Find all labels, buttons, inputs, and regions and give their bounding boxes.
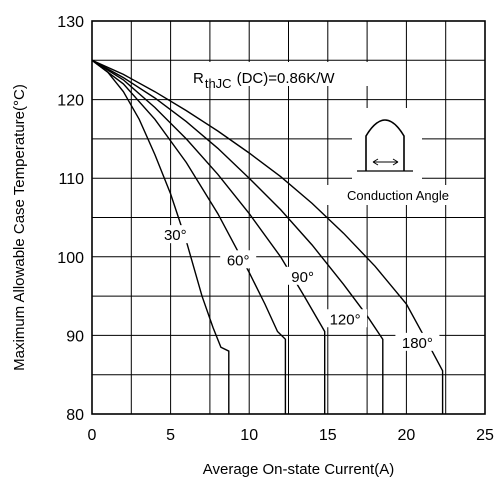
conduction-angle-label: Conduction Angle	[347, 188, 449, 203]
series-label-2: 90°	[291, 269, 314, 286]
series-line-3	[91, 59, 384, 414]
x-tick-labels: 0 5 10 15 20 25	[88, 427, 494, 444]
series-label-4: 180°	[402, 335, 433, 352]
x-tick-label: 25	[476, 427, 494, 444]
x-tick-label: 15	[319, 427, 337, 444]
series-line-0	[91, 59, 230, 414]
series-line-1	[91, 59, 287, 414]
y-axis-label: Maximum Allowable Case Temperature(°C)	[11, 84, 28, 371]
series-label-bg	[323, 309, 368, 328]
plot-frame	[91, 20, 486, 415]
rth-annotation-bg	[188, 62, 400, 86]
series-label-bg	[284, 266, 321, 285]
y-tick-labels: 80 90 100 110 120 130	[57, 14, 84, 424]
x-tick-label: 0	[88, 427, 97, 444]
y-tick-label: 80	[66, 407, 84, 424]
y-tick-label: 100	[57, 250, 84, 267]
rth-annotation: RthJC (DC)=0.86K/W	[193, 70, 335, 91]
x-tick-label: 20	[398, 427, 416, 444]
x-tick-label: 5	[166, 427, 175, 444]
conduction-angle-icon	[352, 108, 422, 188]
series-label-1: 60°	[227, 252, 250, 269]
series-label-bg	[220, 250, 257, 269]
y-tick-label: 120	[57, 93, 84, 110]
x-tick-label: 10	[240, 427, 258, 444]
y-tick-label: 110	[58, 171, 84, 188]
conduction-angle-bg	[324, 185, 472, 205]
series-label-bg	[395, 332, 440, 351]
series-label-0: 30°	[164, 227, 187, 244]
y-tick-label: 90	[66, 328, 84, 345]
x-axis-label: Average On-state Current(A)	[203, 461, 394, 478]
y-tick-label: 130	[57, 14, 84, 31]
series-line-2	[91, 59, 326, 414]
series-label-3: 120°	[330, 311, 361, 328]
series-label-bg	[157, 225, 194, 244]
series-labels: 30° 60° 90° 120° 180°	[157, 225, 440, 352]
